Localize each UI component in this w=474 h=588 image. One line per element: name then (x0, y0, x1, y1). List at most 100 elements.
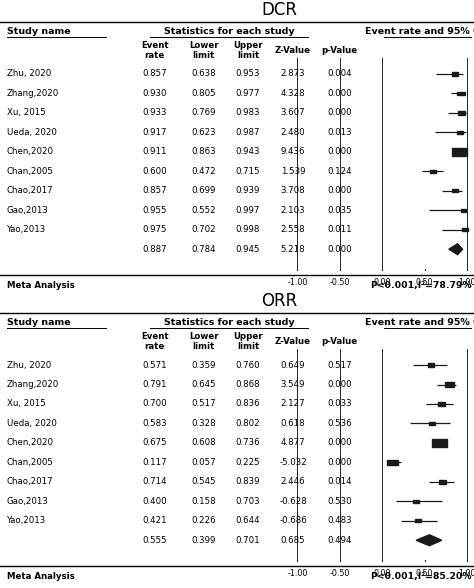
Text: 0.000: 0.000 (328, 89, 352, 98)
Bar (452, 148, 467, 156)
Text: DCR: DCR (262, 1, 298, 19)
Bar (462, 228, 468, 231)
Text: 0.857: 0.857 (142, 186, 167, 195)
Text: 0.699: 0.699 (191, 186, 216, 195)
Bar (452, 72, 458, 75)
Text: 0.033: 0.033 (328, 399, 352, 409)
Text: 0.836: 0.836 (236, 399, 260, 409)
Text: 0.571: 0.571 (142, 360, 167, 369)
Text: 0.983: 0.983 (236, 108, 260, 118)
Text: 0.943: 0.943 (236, 148, 260, 156)
Text: Xu, 2015: Xu, 2015 (7, 108, 46, 118)
Text: 0.225: 0.225 (236, 458, 260, 467)
Text: Chen,2020: Chen,2020 (7, 439, 54, 447)
Text: ORR: ORR (261, 292, 298, 310)
Text: 0.400: 0.400 (142, 497, 167, 506)
Text: 0.494: 0.494 (328, 536, 352, 544)
Text: Xu, 2015: Xu, 2015 (7, 399, 46, 409)
Text: Meta Analysis: Meta Analysis (7, 280, 74, 290)
Text: 4.877: 4.877 (281, 439, 305, 447)
Text: Z-Value: Z-Value (275, 46, 311, 55)
Text: 0.000: 0.000 (328, 245, 352, 253)
Text: 0.011: 0.011 (328, 225, 352, 234)
Text: 2.480: 2.480 (281, 128, 305, 137)
Text: Yao,2013: Yao,2013 (7, 225, 46, 234)
Text: Chao,2017: Chao,2017 (7, 477, 54, 486)
Text: 0.802: 0.802 (236, 419, 260, 428)
Text: Upper
limit: Upper limit (233, 332, 263, 352)
Text: 2.103: 2.103 (281, 206, 305, 215)
Text: 0.000: 0.000 (328, 108, 352, 118)
Text: -1.00: -1.00 (287, 569, 308, 579)
Text: 0.769: 0.769 (191, 108, 216, 118)
Bar (438, 402, 445, 406)
Text: 0.623: 0.623 (191, 128, 216, 137)
Text: 2.873: 2.873 (281, 69, 305, 78)
Text: 0.998: 0.998 (236, 225, 260, 234)
Text: Yao,2013: Yao,2013 (7, 516, 46, 525)
Text: 0.702: 0.702 (191, 225, 216, 234)
Text: Zhang,2020: Zhang,2020 (7, 380, 59, 389)
Text: Study name: Study name (7, 26, 71, 36)
Text: Chen,2020: Chen,2020 (7, 148, 54, 156)
Text: 1.00: 1.00 (458, 278, 474, 288)
Text: 0.608: 0.608 (191, 439, 216, 447)
Text: 0.930: 0.930 (142, 89, 167, 98)
Text: 0.618: 0.618 (281, 419, 305, 428)
Text: 0.791: 0.791 (142, 380, 167, 389)
Text: 0.997: 0.997 (236, 206, 260, 215)
Text: 0.536: 0.536 (328, 419, 352, 428)
Text: 2.558: 2.558 (281, 225, 305, 234)
Text: 0.035: 0.035 (328, 206, 352, 215)
Text: Gao,2013: Gao,2013 (7, 206, 49, 215)
Text: 0.472: 0.472 (191, 167, 216, 176)
Text: p-Value: p-Value (322, 337, 358, 346)
Text: 0.421: 0.421 (142, 516, 167, 525)
Text: 0.987: 0.987 (236, 128, 260, 137)
Bar (413, 500, 419, 503)
Text: 0.945: 0.945 (236, 245, 260, 253)
Text: -0.50: -0.50 (329, 569, 350, 579)
Text: Statistics for each study: Statistics for each study (164, 318, 295, 327)
Bar (432, 439, 447, 447)
Text: 0.649: 0.649 (281, 360, 305, 369)
Polygon shape (416, 535, 442, 546)
Text: 0.600: 0.600 (142, 167, 167, 176)
Text: P<0.001,I²=85.20%: P<0.001,I²=85.20% (370, 572, 472, 581)
Text: 0.917: 0.917 (142, 128, 167, 137)
Text: 0.00: 0.00 (374, 278, 391, 288)
Text: 0.014: 0.014 (328, 477, 352, 486)
Text: 0.50: 0.50 (416, 278, 434, 288)
Text: Zhu, 2020: Zhu, 2020 (7, 360, 51, 369)
Text: Event rate and 95% CI: Event rate and 95% CI (365, 26, 474, 36)
Text: 0.868: 0.868 (236, 380, 260, 389)
Bar (439, 480, 447, 484)
Text: -5.032: -5.032 (279, 458, 307, 467)
Text: 2.446: 2.446 (281, 477, 305, 486)
Text: 3.708: 3.708 (281, 186, 305, 195)
Text: Upper
limit: Upper limit (233, 41, 263, 61)
Text: 0.000: 0.000 (328, 458, 352, 467)
Bar (429, 422, 435, 425)
Text: 0.700: 0.700 (142, 399, 167, 409)
Text: 0.784: 0.784 (191, 245, 216, 253)
Text: 0.760: 0.760 (236, 360, 260, 369)
Text: 0.517: 0.517 (191, 399, 216, 409)
Text: 0.714: 0.714 (142, 477, 167, 486)
Text: 0.552: 0.552 (191, 206, 216, 215)
Text: 0.583: 0.583 (142, 419, 167, 428)
Text: 0.000: 0.000 (328, 439, 352, 447)
Text: 0.911: 0.911 (142, 148, 167, 156)
Text: 0.226: 0.226 (191, 516, 216, 525)
Text: 0.975: 0.975 (142, 225, 167, 234)
Text: 0.517: 0.517 (328, 360, 352, 369)
Text: 0.013: 0.013 (328, 128, 352, 137)
Text: Gao,2013: Gao,2013 (7, 497, 49, 506)
Bar (430, 170, 437, 173)
Bar (452, 189, 458, 192)
Text: 0.555: 0.555 (142, 536, 167, 544)
Text: 2.127: 2.127 (281, 399, 305, 409)
Text: 0.703: 0.703 (236, 497, 260, 506)
Text: 0.675: 0.675 (142, 439, 167, 447)
Text: 0.483: 0.483 (328, 516, 352, 525)
